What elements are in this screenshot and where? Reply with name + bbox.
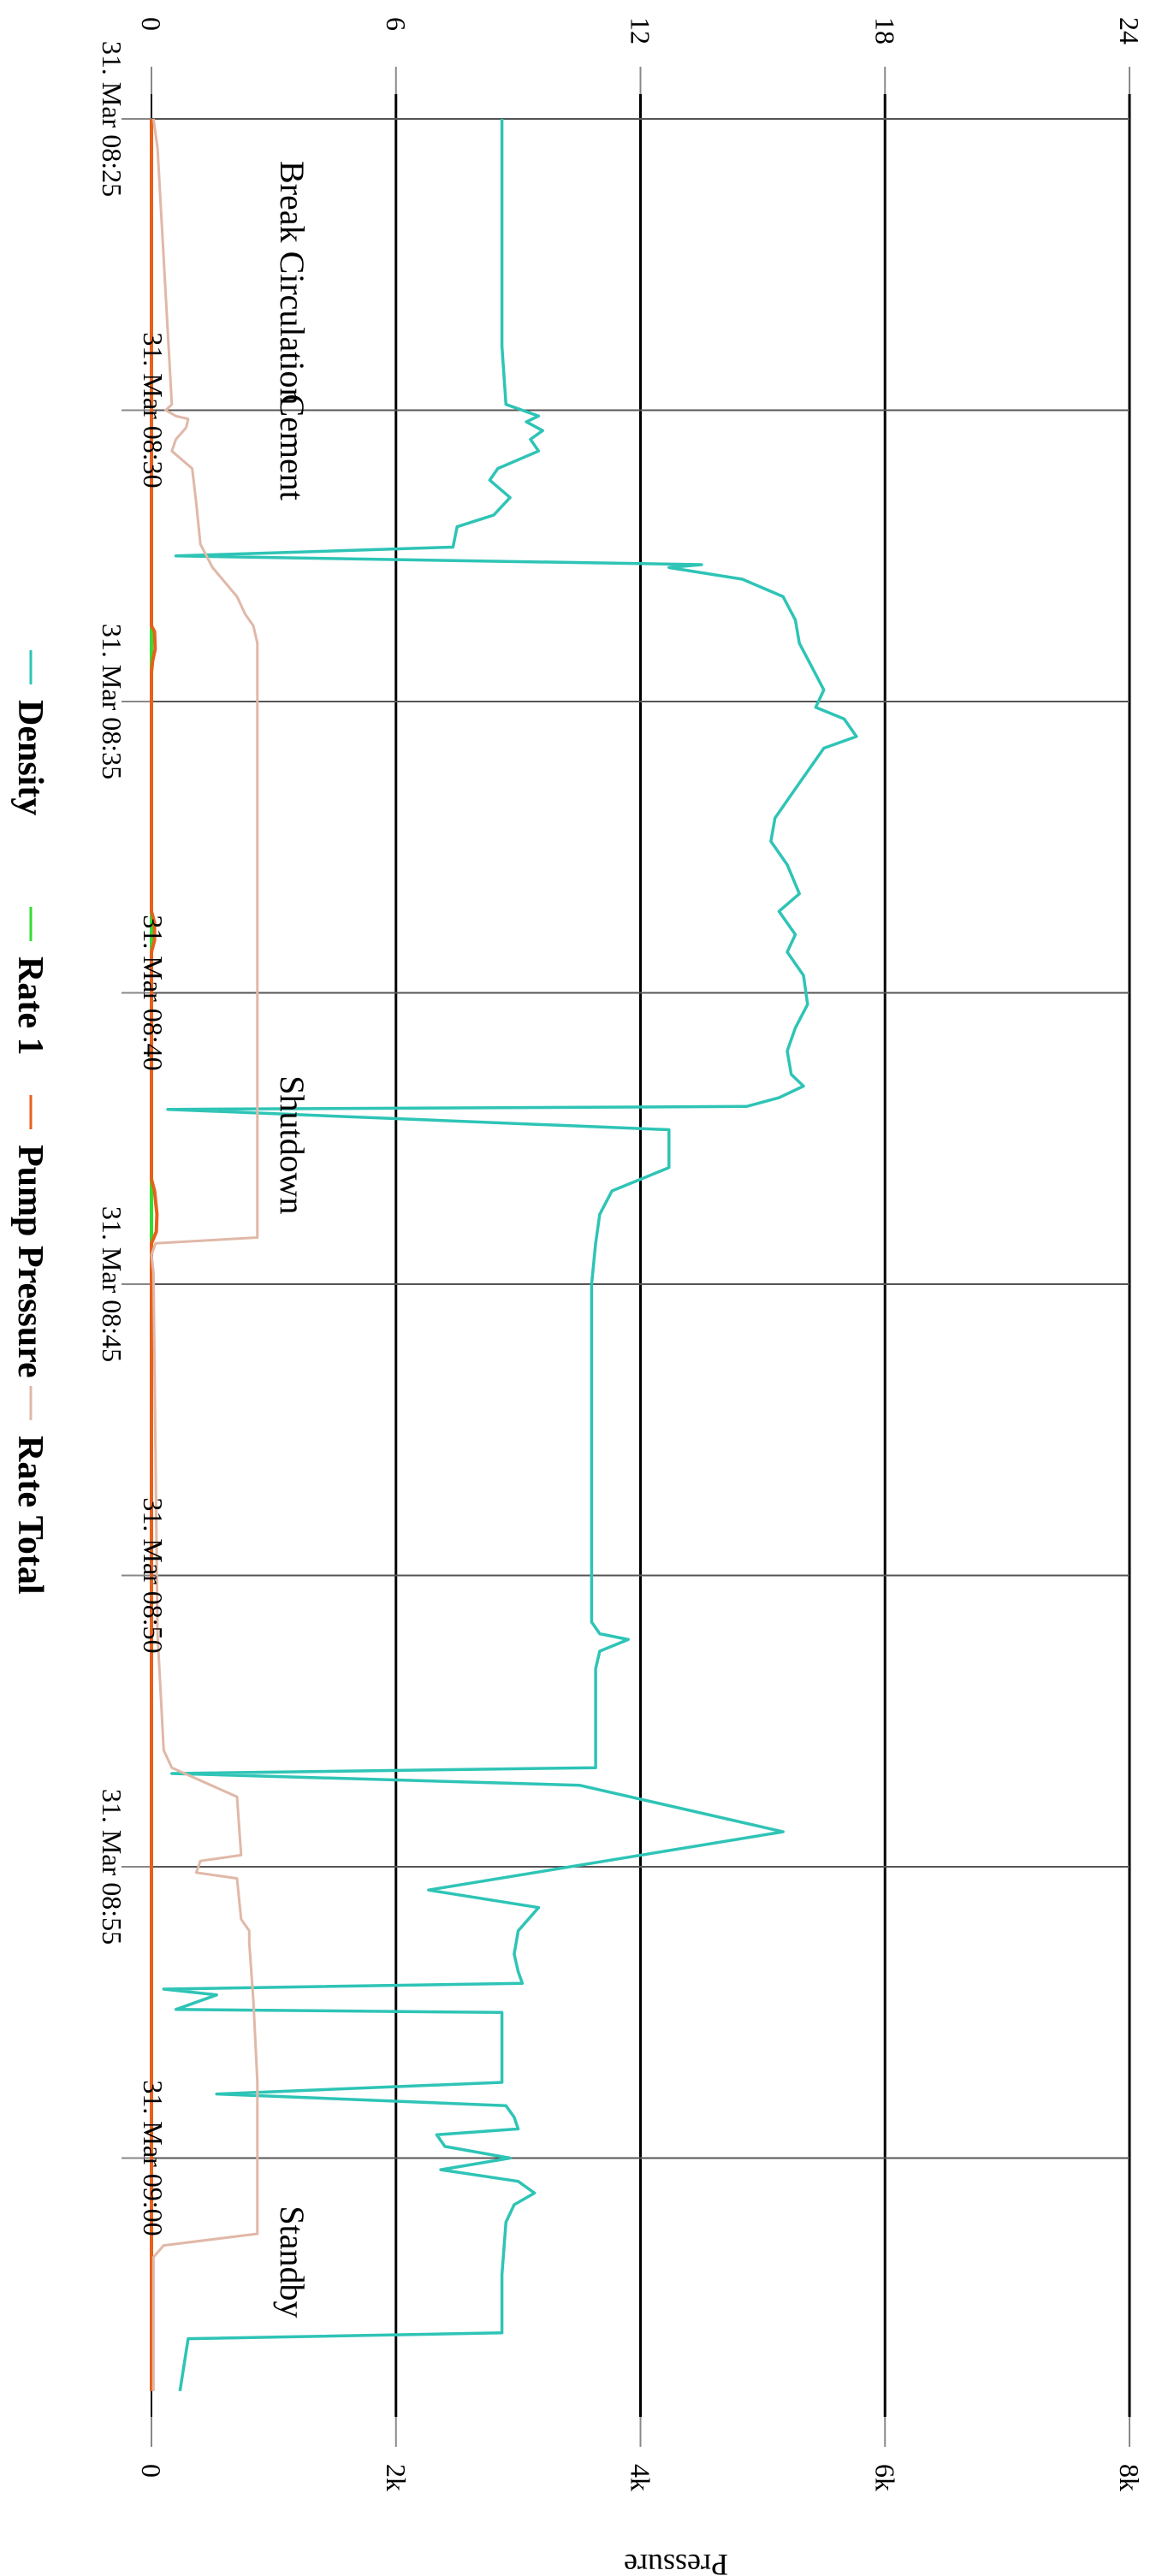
- time-axis-tick-label: 31. Mar 08:40: [138, 915, 169, 1070]
- time-axis-tick-label: 31. Mar 08:30: [138, 332, 169, 488]
- time-axis-tick-label: 31. Mar 08:50: [138, 1497, 169, 1653]
- legend-item-density: Density: [10, 700, 50, 815]
- phase-annotation-standby: Standby: [273, 2206, 311, 2318]
- secondary-axis-tick-label: 0: [136, 17, 167, 31]
- gridlines: [122, 67, 1131, 2447]
- secondary-axis-tick-label: 24: [1114, 17, 1145, 44]
- legend-item-rate-1: Rate 1: [10, 956, 50, 1055]
- time-axis-tick-label: 31. Mar 08:45: [97, 1206, 127, 1362]
- series-lines: [150, 118, 858, 2392]
- series-line-density: [162, 119, 858, 2392]
- secondary-axis-tick-label: 12: [626, 17, 656, 44]
- pressure-axis-tick-label: 4k: [626, 2464, 656, 2491]
- series-line-pump-pressure: [150, 119, 159, 2391]
- time-axis-tick-label: 31. Mar 08:25: [97, 41, 127, 197]
- time-axis-tick-label: 31. Mar 09:00: [138, 2080, 169, 2235]
- phase-annotation-shutdown: Shutdown: [273, 1075, 311, 1214]
- secondary-axis-tick-label: 18: [869, 17, 900, 44]
- pressure-axis-tick-label: 0: [136, 2464, 167, 2478]
- pressure-axis-tick-label: 6k: [869, 2464, 900, 2491]
- legend-item-rate-total: Rate Total: [10, 1436, 50, 1595]
- legend: Density Rate 1 Pump Pressure Rate Total: [10, 650, 50, 1595]
- phase-annotation-cement: Cement: [273, 394, 311, 500]
- time-axis-tick-label: 31. Mar 08:35: [97, 624, 127, 779]
- secondary-axis-tick-label: 6: [381, 17, 412, 31]
- pressure-axis-title: Pressure: [624, 2548, 728, 2576]
- tick-labels: 0 6 12 18 24 0 2k 4k 6k 8k 31. Mar 08:25 31. Mar 08…: [97, 17, 1145, 2491]
- phase-annotation-break-circulation: Break Circulation: [273, 161, 311, 405]
- legend-item-pump-pressure: Pump Pressure: [10, 1145, 50, 1378]
- pressure-axis-tick-label: 2k: [381, 2464, 412, 2491]
- time-axis-tick-label: 31. Mar 08:55: [97, 1789, 127, 1945]
- series-line-rate-total: [150, 118, 259, 2391]
- pressure-axis-tick-label: 8k: [1114, 2464, 1145, 2491]
